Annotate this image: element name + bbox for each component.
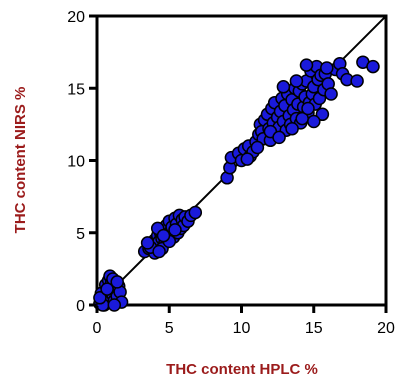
y-axis-title: THC content NIRS % (12, 87, 29, 234)
data-point (110, 275, 124, 289)
x-tick-label: 5 (165, 320, 174, 337)
y-tick-label: 20 (67, 9, 85, 26)
data-point (289, 74, 304, 88)
data-point (250, 140, 265, 155)
x-tick-label: 20 (377, 320, 395, 337)
y-tick-label: 5 (76, 226, 85, 243)
data-point (188, 205, 203, 220)
x-tick-label: 0 (93, 320, 102, 337)
data-point (320, 61, 334, 75)
data-point (272, 130, 286, 145)
data-point (315, 107, 330, 122)
data-point (285, 121, 299, 136)
data-point (301, 101, 315, 116)
plot-frame (95, 14, 388, 307)
y-tick-label: 10 (67, 154, 85, 171)
data-points-group (93, 55, 380, 312)
data-point (93, 291, 107, 305)
ticks-group: 0 5 10 15 20 0 5 10 15 20 (67, 9, 395, 337)
data-point (276, 80, 291, 94)
x-tick-label: 10 (233, 320, 251, 337)
data-point (100, 282, 114, 296)
data-point (299, 58, 314, 72)
data-point (152, 244, 166, 259)
data-point (307, 114, 321, 129)
y-tick-label: 0 (76, 298, 85, 315)
data-point (324, 87, 338, 101)
data-point (240, 152, 255, 166)
x-tick-label: 15 (305, 320, 323, 337)
axes-group (95, 14, 388, 307)
data-point (140, 236, 155, 250)
data-point (366, 59, 380, 74)
x-axis-title: THC content HPLC % (166, 361, 318, 378)
y-tick-label: 15 (67, 81, 85, 98)
data-point (156, 228, 171, 243)
data-point (350, 74, 364, 88)
data-point (168, 223, 182, 237)
data-point (107, 298, 122, 312)
